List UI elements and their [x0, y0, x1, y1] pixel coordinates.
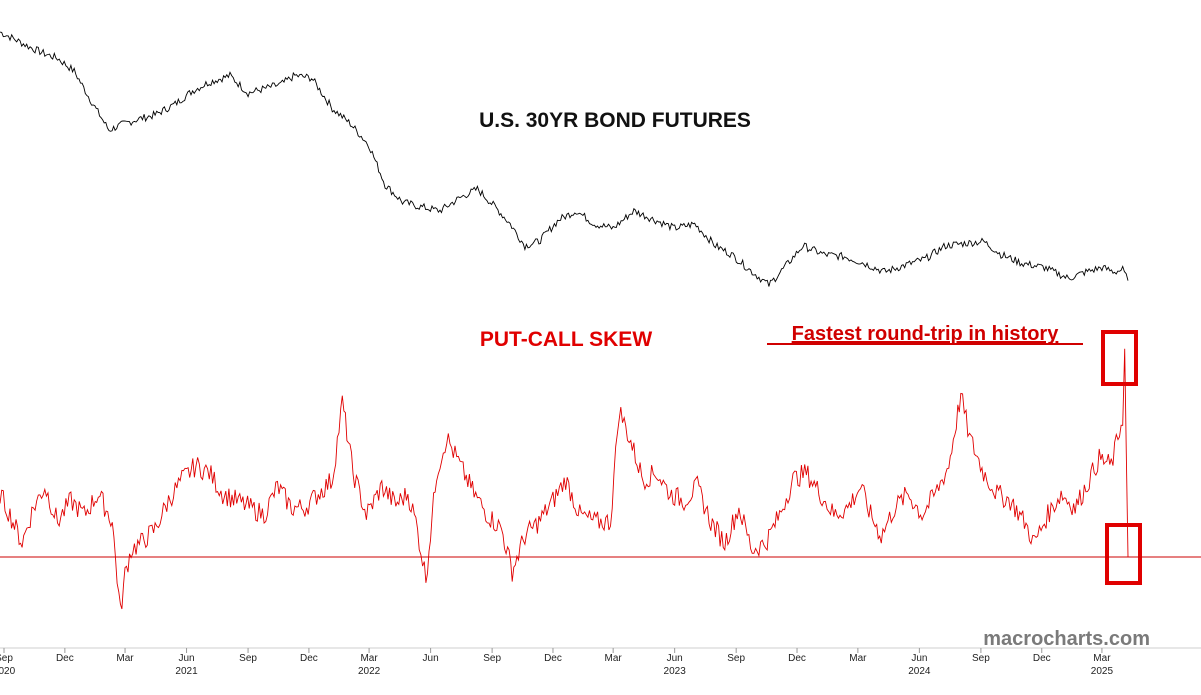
bond-chart-title: U.S. 30YR BOND FUTURES: [479, 109, 751, 132]
x-tick-label-month: Sep: [972, 653, 990, 664]
highlight-box-trough: [1105, 523, 1142, 585]
bond-futures-line: [0, 31, 1129, 287]
x-tick-label-month: Dec: [544, 653, 562, 664]
x-tick-label-month: Sep: [483, 653, 501, 664]
x-tick-label-month: Jun: [911, 653, 927, 664]
x-tick-label-month: Dec: [300, 653, 318, 664]
x-tick-label-year: 2021: [175, 666, 198, 677]
x-tick-label-month: Dec: [788, 653, 806, 664]
x-axis: Sep Dec Mar Jun Sep Dec Mar Jun Sep Dec Mar Jun Sep D…: [0, 647, 1201, 677]
annotation-text: Fastest round-trip in history: [792, 323, 1060, 345]
bond-futures-panel: U.S. 30YR BOND FUTURES: [0, 31, 1129, 287]
put-call-skew-panel: PUT-CALL SKEW Fastest round-trip in hist…: [0, 323, 1201, 610]
highlight-box-peak: [1101, 330, 1138, 386]
x-tick-label-month: Mar: [849, 653, 867, 664]
x-tick-label-year: 2023: [664, 666, 687, 677]
x-tick-label-month: Jun: [423, 653, 439, 664]
x-tick-label-month: Sep: [727, 653, 745, 664]
watermark-text: macrocharts.com: [983, 628, 1150, 650]
x-tick-label-month: Sep: [239, 653, 257, 664]
x-tick-label-month: Mar: [116, 653, 134, 664]
x-tick-label-year: 2022: [358, 666, 381, 677]
x-tick-label-month: Dec: [1033, 653, 1051, 664]
x-tick-label-year: 2024: [908, 666, 931, 677]
x-tick-label-month: Jun: [667, 653, 683, 664]
x-tick-label-month: Mar: [360, 653, 378, 664]
put-call-skew-line: [0, 348, 1129, 610]
skew-chart-title: PUT-CALL SKEW: [480, 328, 652, 351]
x-tick-label-year: 2025: [1091, 666, 1114, 677]
x-tick-label-month: Mar: [605, 653, 623, 664]
x-tick-label-month: Sep: [0, 653, 13, 664]
x-tick-label-month: Dec: [56, 653, 74, 664]
x-tick-label-month: Jun: [178, 653, 194, 664]
x-tick-label-month: Mar: [1093, 653, 1111, 664]
